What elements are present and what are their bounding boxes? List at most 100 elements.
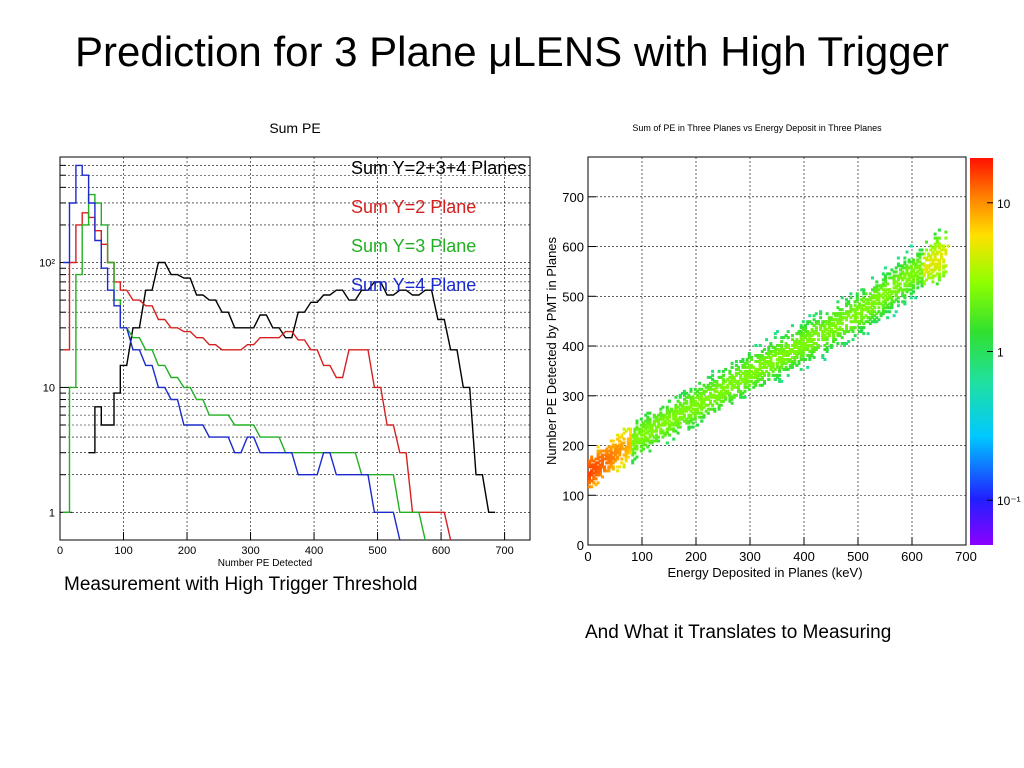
heatmap-cell — [743, 375, 747, 379]
heatmap-cell — [616, 465, 620, 469]
heatmap-cell — [769, 358, 773, 361]
heatmap-cell — [795, 338, 799, 342]
heatmap-cell — [678, 395, 682, 399]
heatmap-cell — [616, 455, 620, 459]
heatmap-cell — [760, 369, 764, 373]
heatmap-cell — [698, 415, 702, 419]
heatmap-cell — [717, 391, 721, 395]
heatmap-cell — [920, 282, 924, 286]
heatmap-cell — [594, 467, 598, 471]
heatmap-cell — [937, 276, 941, 280]
heatmap-y-tick-label: 400 — [562, 339, 584, 354]
heatmap-cell — [896, 264, 900, 268]
heatmap-cell — [821, 354, 825, 357]
heatmap-cell — [829, 328, 833, 332]
heatmap-cell — [866, 320, 870, 324]
heatmap-cell — [883, 274, 887, 278]
heatmap-cell — [862, 288, 866, 292]
heatmap-cell — [609, 439, 613, 443]
heatmap-cell — [678, 407, 682, 411]
heatmap-cell — [667, 419, 671, 423]
heatmap-cell — [851, 330, 855, 334]
heatmap-cell — [734, 381, 738, 385]
heatmap-cell — [726, 391, 730, 395]
heatmap-cell — [596, 469, 600, 473]
heatmap-cell — [883, 294, 887, 298]
heatmap-cell — [715, 395, 719, 399]
heatmap-cell — [756, 379, 760, 383]
heatmap-cell — [903, 294, 907, 298]
heatmap-cell — [866, 306, 870, 310]
heatmap-cell — [894, 292, 898, 296]
heatmap-cell — [944, 248, 948, 252]
heatmap-cell — [942, 244, 946, 248]
heatmap-cell — [639, 423, 643, 427]
histogram-x-tick-label: 400 — [305, 545, 323, 557]
heatmap-cell — [635, 445, 639, 449]
heatmap-cell — [652, 421, 656, 425]
heatmap-cell — [650, 427, 654, 431]
heatmap-cell — [696, 407, 699, 411]
heatmap-cell — [629, 439, 632, 443]
heatmap-cell — [760, 383, 764, 387]
heatmap-cell — [635, 441, 639, 445]
heatmap-cell — [741, 363, 745, 367]
heatmap-cell — [721, 393, 725, 397]
heatmap-cell — [937, 260, 941, 264]
heatmap-cell — [700, 405, 704, 409]
heatmap-cell — [883, 302, 887, 306]
heatmap-cell — [933, 232, 937, 236]
heatmap-cell — [756, 369, 760, 373]
heatmap-cell — [691, 397, 695, 401]
heatmap-cell — [845, 310, 848, 314]
heatmap-cell — [633, 445, 637, 449]
heatmap-cell — [691, 403, 695, 407]
heatmap-cell — [737, 389, 740, 393]
heatmap-cell — [767, 354, 771, 357]
heatmap-cell — [829, 344, 833, 347]
heatmap-cell — [877, 284, 881, 288]
heatmap-cell — [847, 302, 851, 306]
heatmap-cell — [778, 365, 782, 369]
heatmap-cell — [667, 409, 671, 413]
heatmap-cell — [873, 290, 877, 294]
heatmap-cell — [773, 336, 777, 340]
heatmap-cell — [616, 451, 620, 455]
heatmap-cell — [588, 471, 591, 475]
heatmap-cell — [931, 252, 935, 256]
heatmap-cell — [663, 415, 667, 419]
heatmap-cell — [927, 254, 931, 258]
heatmap-cell — [661, 435, 665, 439]
heatmap-x-axis-label: Energy Deposited in Planes (keV) — [667, 565, 862, 580]
heatmap-cell — [819, 316, 823, 320]
heatmap-cell — [780, 360, 784, 363]
heatmap-cell — [806, 338, 810, 342]
heatmap-cell — [942, 266, 946, 270]
heatmap-cell — [920, 270, 924, 274]
heatmap-cell — [838, 316, 842, 320]
heatmap-cell — [801, 320, 805, 324]
heatmap-cell — [730, 383, 734, 387]
heatmap-cell — [784, 346, 788, 349]
heatmap-cell — [814, 346, 818, 349]
heatmap-cell — [741, 377, 745, 381]
heatmap-cell — [611, 461, 615, 465]
heatmap-cell — [853, 308, 857, 312]
heatmap-cell — [881, 284, 885, 288]
heatmap-y-tick-label: 0 — [577, 538, 584, 553]
heatmap-cell — [855, 294, 859, 298]
heatmap-cell — [879, 314, 883, 318]
heatmap-cell — [756, 354, 760, 357]
heatmap-cell — [795, 344, 799, 347]
heatmap-cell — [840, 318, 844, 322]
heatmap-cell — [860, 320, 864, 324]
heatmap-cell — [700, 403, 704, 407]
heatmap-cell — [598, 469, 602, 473]
heatmap-cell — [890, 290, 894, 294]
heatmap-cell — [845, 328, 848, 332]
heatmap-cell — [916, 270, 920, 274]
legend-entry-y3: Sum Y=3 Plane — [351, 236, 477, 256]
heatmap-cell — [588, 473, 591, 477]
heatmap-cell — [637, 429, 641, 433]
heatmap-cell — [793, 340, 797, 344]
